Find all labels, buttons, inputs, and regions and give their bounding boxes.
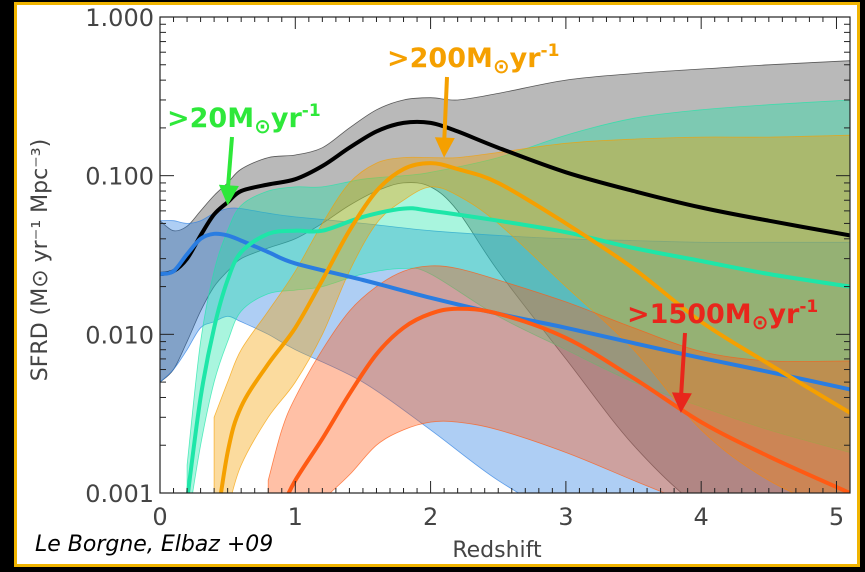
x-tick-label: 1 [288,503,303,531]
y-tick-label: 0.001 [85,480,154,508]
y-tick-label: 0.100 [85,163,154,191]
y-tick-label: 0.010 [85,321,154,349]
x-tick-label: 3 [558,503,573,531]
credit-label: Le Borgne, Elbaz +09 [35,532,273,557]
annotation-label: >200M⊙yr-1 [387,41,559,78]
chart-panel: 0 1 2 3 4 5 0.001 0.010 0.100 1.000 >20M⊙yr-1 >200… [14,2,860,567]
y-tick-label: 1.000 [85,5,154,32]
x-axis-label: Redshift [452,538,542,563]
annotation-label: >1500M⊙yr-1 [627,297,818,334]
x-tick-label: 4 [694,503,709,531]
x-tick-label: 0 [152,503,167,531]
annotation-label: >20M⊙yr-1 [167,101,321,138]
x-tick-label: 5 [829,503,844,531]
x-tick-label: 2 [423,503,438,531]
sfrd-chart: 0 1 2 3 4 5 0.001 0.010 0.100 1.000 >20M⊙yr-1 >200… [17,5,857,564]
y-axis-label: SFRD (M⊙ yr⁻¹ Mpc⁻³) [28,139,53,381]
